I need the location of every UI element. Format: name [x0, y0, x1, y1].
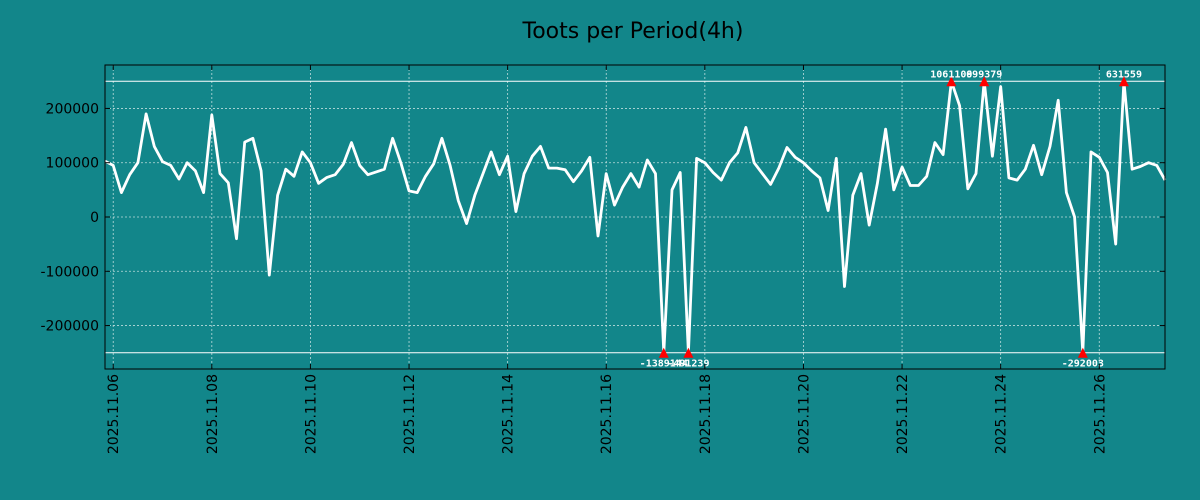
series-layer [104, 79, 1167, 355]
outlier-label: 631559 [1106, 69, 1142, 80]
x-tick-label: 2025.11.10 [303, 374, 319, 454]
grid [105, 65, 1165, 369]
chart-title: Toots per Period(4h) [522, 19, 744, 44]
axes: -200000 -100000 0 100000 200000 2025.11.06 202… [41, 64, 1166, 454]
outlier-label: 1061109 [930, 69, 972, 80]
outlier-marker [979, 76, 990, 87]
y-tick-label: 0 [90, 210, 99, 226]
x-tick-label: 2025.11.16 [599, 374, 615, 454]
outlier-marker [683, 347, 694, 358]
x-tick-label: 2025.11.06 [106, 374, 122, 454]
outlier-label: -292003 [1062, 359, 1104, 370]
x-tick-label: 2025.11.08 [205, 374, 221, 454]
y-tick-label: -200000 [41, 319, 100, 335]
outlier-marker [946, 76, 957, 87]
x-tick-label: 2025.11.20 [796, 374, 812, 454]
x-tick-label: 2025.11.26 [1092, 374, 1108, 454]
outlier-marker [1077, 347, 1088, 358]
x-tick-label: 2025.11.18 [698, 374, 714, 454]
x-tick-label: 2025.11.14 [501, 374, 517, 454]
outlier-label: -491239 [667, 359, 709, 370]
outlier-label: -1389144 [640, 359, 688, 370]
y-tick-label: 200000 [46, 101, 99, 117]
outlier-marker [658, 347, 669, 358]
y-tick-label: 100000 [46, 156, 99, 172]
series-line [104, 79, 1167, 355]
outlier-marker [1118, 76, 1129, 87]
x-tick-label: 2025.11.12 [402, 374, 418, 454]
y-tick-label: -100000 [41, 264, 100, 280]
x-tick-label: 2025.11.22 [895, 374, 911, 454]
x-tick-label: 2025.11.24 [994, 374, 1010, 454]
outlier-label: 699379 [966, 69, 1002, 80]
